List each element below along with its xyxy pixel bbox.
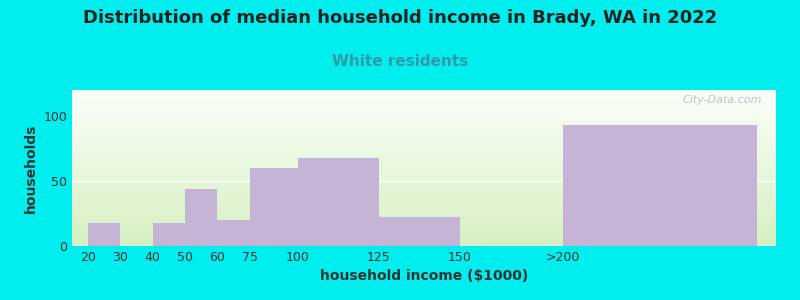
X-axis label: household income ($1000): household income ($1000): [320, 269, 528, 284]
Bar: [153, 223, 185, 246]
Bar: [563, 125, 757, 246]
Bar: [185, 189, 218, 246]
Text: White residents: White residents: [332, 54, 468, 69]
Bar: [218, 220, 250, 246]
Text: Distribution of median household income in Brady, WA in 2022: Distribution of median household income …: [83, 9, 717, 27]
Bar: [88, 223, 121, 246]
Y-axis label: households: households: [24, 123, 38, 213]
Bar: [298, 158, 378, 246]
Text: City-Data.com: City-Data.com: [682, 95, 762, 105]
Bar: [378, 218, 459, 246]
Bar: [250, 168, 298, 246]
